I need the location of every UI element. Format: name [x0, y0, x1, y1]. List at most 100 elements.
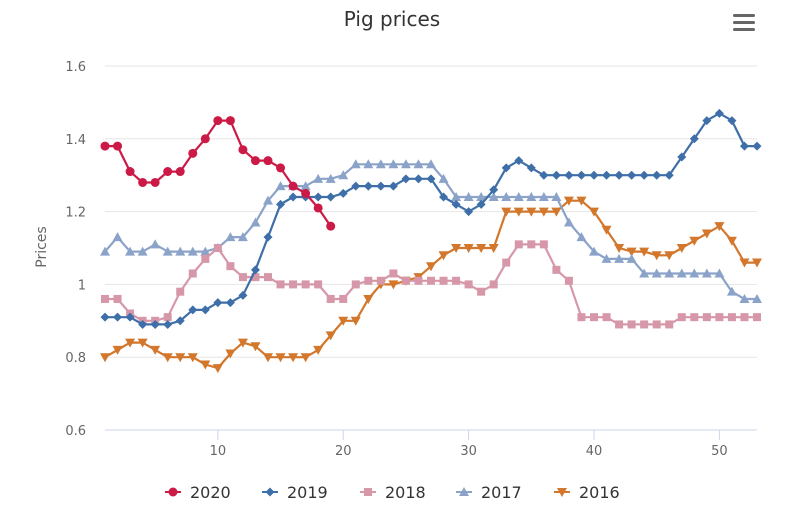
data-point-2016: [714, 222, 725, 232]
data-point-2016: [676, 244, 687, 253]
data-point-2019: [501, 163, 511, 173]
data-point-2020: [150, 177, 160, 187]
data-point-2017: [676, 268, 687, 278]
data-point-2019: [313, 192, 323, 202]
data-point-2019: [539, 170, 549, 180]
data-point-2020: [188, 148, 198, 158]
legend-item-2020[interactable]: 2020: [165, 483, 231, 502]
data-point-2018: [351, 280, 360, 289]
data-point-2018: [376, 276, 385, 285]
x-axis: 10 20 30 40 50: [105, 429, 757, 459]
data-point-2018: [176, 287, 185, 296]
data-point-2019: [489, 185, 499, 195]
data-point-2018: [715, 313, 724, 322]
data-point-2016: [187, 353, 198, 363]
data-point-2017: [100, 246, 110, 256]
data-point-2016: [137, 338, 148, 348]
data-point-2016: [601, 225, 612, 235]
data-point-2018: [577, 313, 586, 322]
data-point-2017: [388, 159, 399, 169]
data-point-2017: [413, 159, 424, 169]
data-point-2018: [339, 294, 348, 303]
data-point-2017: [237, 232, 248, 242]
data-point-2018: [113, 294, 122, 303]
data-point-2016: [363, 294, 374, 304]
data-point-2019: [451, 199, 461, 209]
data-point-2017: [162, 246, 173, 256]
data-point-2016: [639, 247, 650, 257]
data-point-2017: [350, 159, 361, 169]
data-point-2016: [200, 360, 211, 370]
data-point-2018: [477, 287, 486, 296]
data-point-2019: [464, 207, 474, 217]
legend-item-2017[interactable]: 2017: [456, 483, 522, 502]
data-point-2019: [551, 170, 561, 180]
data-point-2016: [664, 251, 675, 261]
legend-item-2019[interactable]: 2019: [262, 483, 328, 502]
data-point-2016: [501, 207, 512, 217]
data-point-2016: [263, 353, 273, 363]
legend: 2020 2019 2018 2017 2016: [165, 483, 620, 502]
data-point-2016: [426, 262, 436, 272]
data-point-2019: [702, 116, 712, 126]
data-point-2019: [614, 170, 624, 180]
data-point-2016: [237, 338, 248, 348]
data-point-2017: [476, 192, 487, 202]
data-point-2017: [664, 268, 675, 278]
series-line-2019: [105, 112, 757, 326]
x-tick-label: 20: [335, 444, 352, 459]
data-point-2019: [476, 199, 486, 209]
data-point-2017: [551, 192, 562, 202]
data-point-2016: [175, 353, 186, 363]
data-point-2017: [426, 159, 436, 169]
data-point-2017: [726, 286, 737, 296]
data-point-2019: [225, 298, 235, 308]
x-tick-label: 10: [210, 444, 227, 459]
data-point-2018: [527, 240, 536, 249]
data-point-2020: [163, 167, 173, 177]
data-point-2017: [689, 268, 700, 278]
data-point-2017: [576, 232, 587, 242]
data-point-2019: [175, 316, 185, 326]
hamburger-menu-icon[interactable]: [728, 8, 760, 36]
data-point-2019: [338, 188, 348, 198]
legend-marker: [364, 488, 372, 496]
legend-item-2018[interactable]: 2018: [360, 483, 426, 502]
data-point-2018: [564, 276, 573, 285]
data-point-2017: [263, 195, 273, 205]
data-point-2017: [375, 159, 386, 169]
data-point-2017: [112, 232, 123, 242]
data-point-2016: [288, 353, 299, 363]
data-point-2016: [526, 207, 537, 217]
legend-label: 2017: [481, 483, 522, 502]
data-point-2016: [338, 316, 349, 326]
data-point-2016: [689, 236, 700, 246]
data-point-2020: [313, 203, 323, 213]
y-tick-label: 1: [78, 278, 86, 293]
y-tick-label: 1.2: [65, 206, 86, 221]
data-point-2017: [488, 192, 499, 202]
data-point-2016: [438, 251, 449, 261]
data-point-2019: [163, 319, 173, 329]
data-point-2018: [276, 280, 285, 289]
data-point-2017: [513, 192, 524, 202]
data-point-2017: [300, 181, 311, 191]
series-line-2020: [105, 119, 332, 227]
data-point-2017: [589, 246, 599, 256]
data-point-2018: [539, 240, 548, 249]
legend-item-2016[interactable]: 2016: [554, 483, 620, 502]
data-point-2018: [238, 273, 247, 282]
data-point-2020: [200, 134, 210, 144]
data-point-2019: [727, 116, 737, 126]
data-point-2017: [463, 192, 474, 202]
data-point-2016: [752, 258, 762, 268]
data-point-2017: [137, 246, 148, 256]
data-point-2018: [615, 320, 624, 329]
data-point-2016: [212, 364, 223, 374]
data-point-2018: [427, 276, 435, 285]
data-point-2018: [489, 280, 498, 289]
data-point-2017: [563, 217, 574, 227]
legend-marker: [265, 487, 275, 497]
data-point-2020: [263, 156, 273, 166]
data-point-2020: [288, 181, 298, 191]
